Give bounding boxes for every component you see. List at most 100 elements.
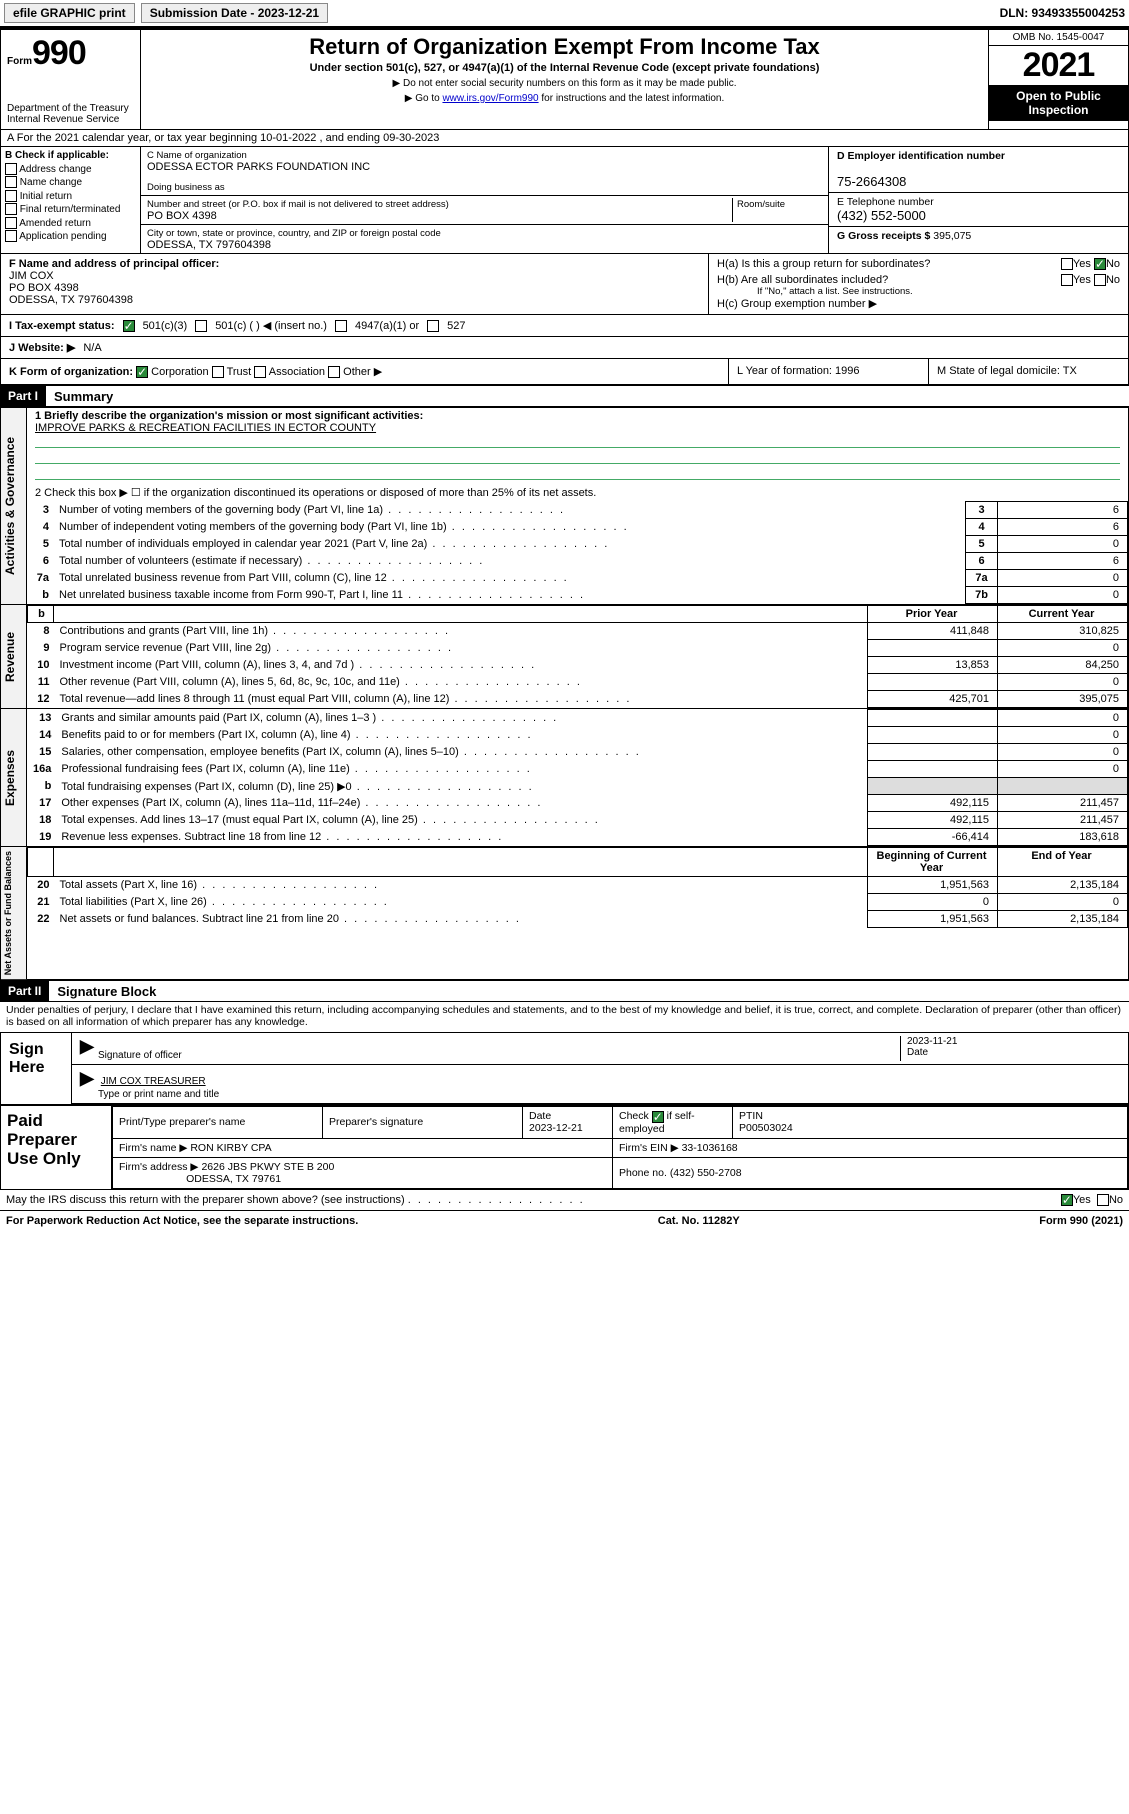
prior-val bbox=[868, 727, 998, 744]
part-ii-tag: Part II bbox=[0, 981, 49, 1001]
line-box: 3 bbox=[966, 502, 998, 519]
line-num: b bbox=[27, 778, 55, 795]
form-title: Return of Organization Exempt From Incom… bbox=[147, 34, 982, 60]
city-label: City or town, state or province, country… bbox=[147, 228, 441, 239]
firm-name: RON KIRBY CPA bbox=[190, 1142, 271, 1154]
firm-ein: 33-1036168 bbox=[682, 1142, 738, 1154]
discuss-no[interactable] bbox=[1097, 1194, 1109, 1206]
hb-no[interactable] bbox=[1094, 274, 1106, 286]
line-desc: Net unrelated business taxable income fr… bbox=[53, 587, 966, 604]
line-num: 14 bbox=[27, 727, 55, 744]
gross-label: G Gross receipts $ bbox=[837, 230, 933, 242]
part-ii-header: Part II Signature Block bbox=[0, 980, 1129, 1002]
line-num: 4 bbox=[27, 519, 53, 536]
line-desc: Total liabilities (Part X, line 26) bbox=[54, 894, 868, 911]
lbl-corp: Corporation bbox=[151, 366, 208, 378]
prior-val bbox=[868, 778, 998, 795]
firm-addr1: 2626 JBS PKWY STE B 200 bbox=[201, 1161, 334, 1173]
line-num: 9 bbox=[28, 640, 54, 657]
block-fh: F Name and address of principal officer:… bbox=[0, 254, 1129, 315]
form990-link[interactable]: www.irs.gov/Form990 bbox=[442, 93, 538, 104]
line-desc: Salaries, other compensation, employee b… bbox=[55, 744, 867, 761]
section-expenses: Expenses 13 Grants and similar amounts p… bbox=[0, 709, 1129, 847]
expense-table: 13 Grants and similar amounts paid (Part… bbox=[27, 709, 1128, 846]
chk-527[interactable] bbox=[427, 320, 439, 332]
officer-name: JIM COX bbox=[9, 270, 54, 282]
line-val: 6 bbox=[998, 553, 1128, 570]
discuss-no-lbl: No bbox=[1109, 1194, 1123, 1206]
ha-no[interactable] bbox=[1094, 258, 1106, 270]
lbl-name-change: Name change bbox=[20, 177, 82, 188]
signature-block: Sign Here ▶ Signature of officer 2023-11… bbox=[0, 1032, 1129, 1105]
line-num: 12 bbox=[28, 691, 54, 708]
chk-corp[interactable] bbox=[136, 366, 148, 378]
lbl-assoc: Association bbox=[269, 366, 325, 378]
omb-number: OMB No. 1545-0047 bbox=[989, 30, 1128, 46]
chk-self-employed[interactable] bbox=[652, 1111, 664, 1123]
line-box: 7b bbox=[966, 587, 998, 604]
line-box: 7a bbox=[966, 570, 998, 587]
line-num: 20 bbox=[28, 877, 54, 894]
hdr-b: b bbox=[28, 606, 54, 623]
cat-no: Cat. No. 11282Y bbox=[658, 1215, 740, 1227]
pra-notice: For Paperwork Reduction Act Notice, see … bbox=[6, 1215, 358, 1227]
ptin-label: PTIN bbox=[739, 1110, 763, 1122]
hb-label: H(b) Are all subordinates included? bbox=[717, 274, 888, 286]
hdr-end: End of Year bbox=[998, 848, 1128, 877]
chk-app-pending[interactable] bbox=[5, 230, 17, 242]
open-public-2: Inspection bbox=[991, 103, 1126, 117]
chk-501c[interactable] bbox=[195, 320, 207, 332]
current-val bbox=[998, 778, 1128, 795]
chk-assoc[interactable] bbox=[254, 366, 266, 378]
j-label: J Website: ▶ bbox=[9, 341, 75, 354]
lbl-501c: 501(c) ( ) ◀ (insert no.) bbox=[215, 319, 327, 332]
line-desc: Total revenue—add lines 8 through 11 (mu… bbox=[54, 691, 868, 708]
side-netassets: Net Assets or Fund Balances bbox=[1, 847, 27, 979]
row-j: J Website: ▶ N/A bbox=[0, 337, 1129, 359]
chk-other[interactable] bbox=[328, 366, 340, 378]
line-desc: Benefits paid to or for members (Part IX… bbox=[55, 727, 867, 744]
firm-phone-label: Phone no. bbox=[619, 1167, 667, 1179]
line-desc: Total number of volunteers (estimate if … bbox=[53, 553, 966, 570]
mission-line-2 bbox=[35, 434, 1120, 448]
discuss-yes[interactable] bbox=[1061, 1194, 1073, 1206]
chk-trust[interactable] bbox=[212, 366, 224, 378]
chk-address-change[interactable] bbox=[5, 163, 17, 175]
line-desc: Number of voting members of the governin… bbox=[53, 502, 966, 519]
prior-val: 1,951,563 bbox=[868, 877, 998, 894]
efile-print-btn[interactable]: efile GRAPHIC print bbox=[4, 3, 135, 23]
chk-amended[interactable] bbox=[5, 217, 17, 229]
open-public-1: Open to Public bbox=[991, 89, 1126, 103]
current-val: 0 bbox=[998, 761, 1128, 778]
i-label: I Tax-exempt status: bbox=[9, 320, 115, 332]
line-desc: Program service revenue (Part VIII, line… bbox=[54, 640, 868, 657]
line-num: b bbox=[27, 587, 53, 604]
block-bcde: B Check if applicable: Address change Na… bbox=[0, 147, 1129, 254]
chk-501c3[interactable] bbox=[123, 320, 135, 332]
line-num: 5 bbox=[27, 536, 53, 553]
dln-text: DLN: 93493355004253 bbox=[1000, 6, 1125, 20]
chk-4947[interactable] bbox=[335, 320, 347, 332]
paid-side-label: Paid Preparer Use Only bbox=[1, 1106, 111, 1188]
ha-yes[interactable] bbox=[1061, 258, 1073, 270]
prior-val: -66,414 bbox=[868, 829, 998, 846]
line-num: 3 bbox=[27, 502, 53, 519]
phone-value: (432) 552-5000 bbox=[837, 208, 926, 223]
prior-val: 13,853 bbox=[868, 657, 998, 674]
current-val: 211,457 bbox=[998, 812, 1128, 829]
line-desc: Investment income (Part VIII, column (A)… bbox=[54, 657, 868, 674]
submission-date-btn[interactable]: Submission Date - 2023-12-21 bbox=[141, 3, 328, 23]
hb-yes[interactable] bbox=[1061, 274, 1073, 286]
hb-note: If "No," attach a list. See instructions… bbox=[757, 286, 1120, 297]
chk-name-change[interactable] bbox=[5, 176, 17, 188]
chk-initial-return[interactable] bbox=[5, 190, 17, 202]
row-klm: K Form of organization: Corporation Trus… bbox=[0, 359, 1129, 385]
sig-date-label: Date bbox=[907, 1047, 928, 1058]
lbl-final-return: Final return/terminated bbox=[20, 204, 121, 215]
line-val: 6 bbox=[998, 502, 1128, 519]
line-num: 13 bbox=[27, 710, 55, 727]
chk-final-return[interactable] bbox=[5, 203, 17, 215]
line-desc: Grants and similar amounts paid (Part IX… bbox=[55, 710, 867, 727]
ptin-value: P00503024 bbox=[739, 1122, 793, 1134]
side-governance: Activities & Governance bbox=[1, 408, 27, 604]
